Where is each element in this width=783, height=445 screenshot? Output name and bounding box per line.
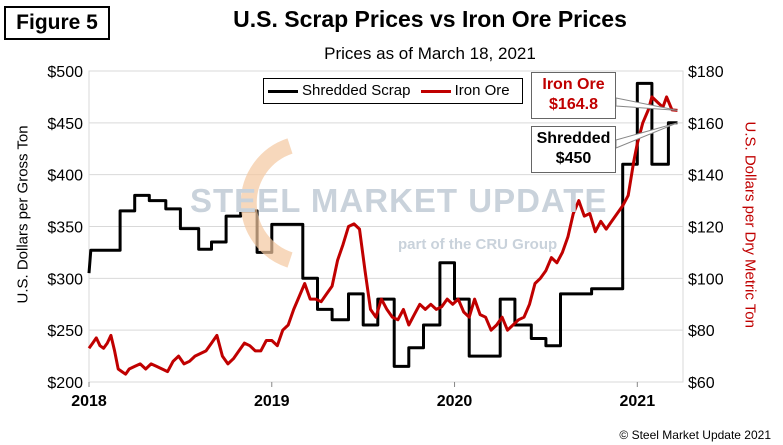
y2-tick-label-180: $180 bbox=[688, 64, 724, 81]
chart-title: U.S. Scrap Prices vs Iron Ore Prices bbox=[233, 6, 627, 32]
y-tick-label-400: $400 bbox=[47, 168, 83, 185]
plot-area bbox=[88, 70, 684, 383]
callout-shredded-value: $450 bbox=[555, 150, 592, 167]
y-tick-label-200: $200 bbox=[47, 375, 83, 392]
y-axis-left: $200 $250 $300 $350 $400 $450 $500 bbox=[47, 64, 83, 392]
y2-tick-label-160: $160 bbox=[688, 116, 724, 133]
callout-iron-ore-name: Iron Ore bbox=[542, 76, 605, 93]
chart-subtitle: Prices as of March 18, 2021 bbox=[324, 44, 536, 63]
y2-tick-label-80: $80 bbox=[688, 323, 715, 340]
y2-tick-label-120: $120 bbox=[688, 220, 724, 237]
legend-swatch-ore bbox=[420, 89, 451, 93]
series-group bbox=[87, 81, 678, 376]
y-axis-right: $60 $80 $100 $120 $140 $160 $180 bbox=[688, 64, 724, 392]
legend: Shredded Scrap Iron Ore bbox=[263, 78, 523, 104]
y-tick-label-500: $500 bbox=[47, 64, 83, 81]
x-tick-label-2018: 2018 bbox=[71, 393, 107, 410]
y-tick-label-350: $350 bbox=[47, 220, 83, 237]
x-axis: 2018 2019 2020 2021 bbox=[71, 382, 655, 410]
x-tick-label-2021: 2021 bbox=[620, 393, 656, 410]
y2-tick-label-60: $60 bbox=[688, 375, 715, 392]
callout-shredded-name: Shredded bbox=[536, 130, 611, 147]
y-axis-left-title: U.S. Dollars per Gross Ton bbox=[14, 125, 32, 304]
y-axis-right-title: U.S. Dollars per Dry Metric Ton bbox=[741, 121, 759, 328]
y2-tick-label-140: $140 bbox=[688, 168, 724, 185]
callout-leader-shredded bbox=[615, 122, 678, 149]
figure-label: Figure 5 bbox=[4, 6, 110, 40]
y-tick-label-300: $300 bbox=[47, 271, 83, 288]
callout-leader-iron-ore bbox=[615, 97, 678, 111]
callout-shredded: Shredded $450 bbox=[531, 126, 616, 173]
legend-swatch-scrap bbox=[268, 89, 298, 93]
y-tick-label-250: $250 bbox=[47, 323, 83, 340]
legend-label-ore: Iron Ore bbox=[454, 82, 510, 99]
gridlines bbox=[89, 122, 683, 331]
y2-tick-label-100: $100 bbox=[688, 271, 724, 288]
callout-iron-ore-value: $164.8 bbox=[549, 96, 598, 113]
legend-label-scrap: Shredded Scrap bbox=[302, 82, 411, 99]
y-tick-label-450: $450 bbox=[47, 116, 83, 133]
series-line-iron-ore bbox=[87, 95, 678, 376]
x-tick-label-2019: 2019 bbox=[254, 393, 290, 410]
callout-iron-ore: Iron Ore $164.8 bbox=[531, 72, 616, 119]
x-tick-label-2020: 2020 bbox=[437, 393, 473, 410]
callout-leaders bbox=[615, 97, 678, 149]
copyright-notice: © Steel Market Update 2021 bbox=[619, 428, 771, 442]
